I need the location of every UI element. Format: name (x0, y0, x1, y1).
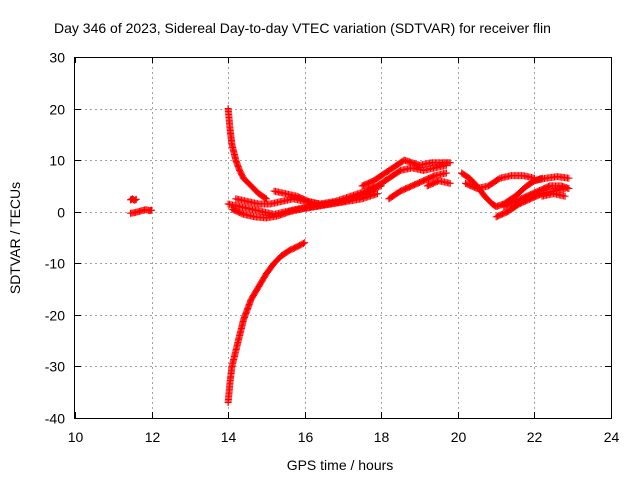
x-tick-label: 22 (527, 429, 543, 445)
y-tick-label: -30 (45, 359, 65, 375)
y-tick-label: -40 (45, 411, 65, 427)
series-arc-d (224, 239, 309, 407)
series-arc-h (270, 187, 324, 208)
series-arc-k (385, 169, 450, 203)
data-point (442, 169, 450, 177)
y-tick-label: 0 (57, 205, 65, 221)
plot-frame (74, 57, 612, 419)
series-arc-l (423, 177, 454, 190)
data-point (446, 159, 454, 167)
series-arc-q (530, 173, 573, 185)
x-tick-label: 10 (68, 429, 84, 445)
chart-title: Day 346 of 2023, Sidereal Day-to-day VTE… (54, 20, 551, 36)
data-point (132, 195, 140, 203)
x-tick-label: 18 (374, 429, 390, 445)
series-arc-c (224, 105, 270, 203)
data-point (148, 206, 156, 214)
data-point (299, 239, 307, 247)
series-arc-n (462, 172, 538, 193)
data-marks (127, 105, 573, 407)
y-tick-label: 10 (49, 153, 65, 169)
y-axis-label: SDTVAR / TECUs (7, 182, 23, 294)
x-tick-label: 20 (451, 429, 467, 445)
y-tick-label: 20 (49, 102, 65, 118)
y-tick-label: -10 (45, 256, 65, 272)
data-point (301, 239, 309, 247)
data-point (442, 161, 450, 169)
data-point (561, 192, 569, 200)
series-arc-a (127, 195, 140, 204)
data-point (373, 190, 381, 198)
x-tick-label: 16 (298, 429, 314, 445)
series-arc-p (500, 182, 573, 211)
data-point (565, 185, 573, 193)
data-point (446, 179, 454, 187)
x-tick-label: 12 (145, 429, 161, 445)
x-tick-label: 14 (221, 429, 237, 445)
series-arc-j (362, 161, 450, 195)
series-arc-b (127, 206, 156, 217)
series-arc-r (538, 190, 569, 200)
y-tick-label: 30 (49, 50, 65, 66)
ticks (75, 57, 612, 419)
data-point (261, 194, 269, 202)
data-point (565, 174, 573, 182)
x-tick-labels: 10 12 14 16 18 20 22 24 (68, 429, 620, 445)
y-tick-label: -20 (45, 308, 65, 324)
x-axis-label: GPS time / hours (287, 457, 394, 473)
series-arc-f (228, 190, 381, 222)
x-tick-label: 24 (604, 429, 620, 445)
y-tick-labels: -40 -30 -20 -10 0 10 20 30 (45, 50, 65, 427)
data-point (316, 200, 324, 208)
grid (75, 57, 611, 418)
